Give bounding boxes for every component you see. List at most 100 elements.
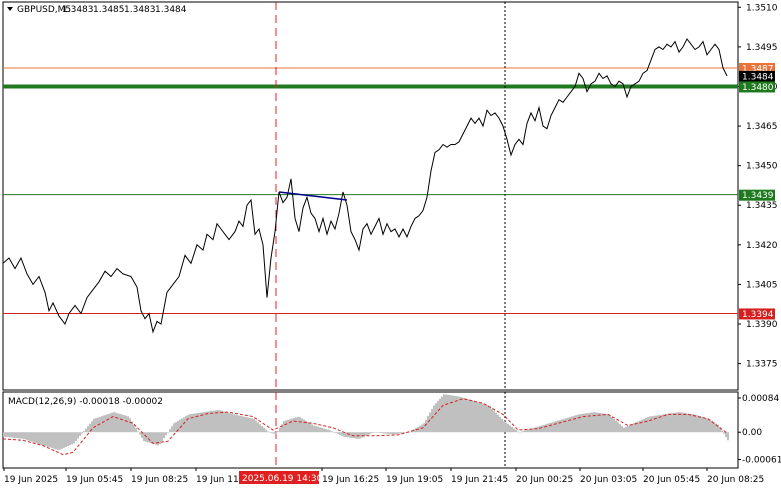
macd-bar bbox=[229, 413, 231, 433]
macd-bar bbox=[77, 432, 79, 439]
macd-bar bbox=[571, 416, 573, 433]
level-tag-1.3439 bbox=[739, 189, 775, 201]
macd-bar bbox=[9, 432, 11, 438]
macd-bar bbox=[459, 396, 461, 433]
macd-bar bbox=[613, 418, 615, 433]
macd-bar bbox=[419, 425, 421, 433]
macd-bar bbox=[281, 424, 283, 433]
macd-bar bbox=[59, 432, 61, 450]
level-tag-text-1.3484: 1.3484 bbox=[742, 72, 774, 82]
macd-bar bbox=[349, 432, 351, 438]
macd-bar bbox=[603, 413, 605, 433]
macd-bar bbox=[547, 423, 549, 433]
macd-bar bbox=[247, 417, 249, 433]
macd-bar bbox=[409, 431, 411, 433]
macd-bar bbox=[587, 413, 589, 433]
macd-bar bbox=[719, 427, 721, 433]
macd-bar bbox=[677, 412, 679, 433]
macd-bar bbox=[305, 420, 307, 433]
macd-bar bbox=[257, 422, 259, 433]
macd-bar bbox=[499, 416, 501, 433]
macd-bar bbox=[557, 420, 559, 433]
macd-bar bbox=[579, 414, 581, 433]
macd-bar bbox=[197, 413, 199, 433]
macd-bar bbox=[711, 420, 713, 433]
macd-bar bbox=[101, 416, 103, 433]
macd-bar bbox=[523, 430, 525, 433]
time-tick-label: 19 Jun 19:05 bbox=[386, 475, 443, 485]
macd-bar bbox=[609, 415, 611, 433]
macd-bar bbox=[445, 394, 447, 433]
macd-bar bbox=[435, 403, 437, 433]
macd-bar bbox=[273, 432, 275, 434]
macd-bar bbox=[451, 395, 453, 433]
macd-bar bbox=[463, 397, 465, 433]
macd-bar bbox=[541, 425, 543, 433]
macd-bar bbox=[199, 412, 201, 433]
macd-bar bbox=[699, 416, 701, 433]
macd-bar bbox=[109, 413, 111, 433]
macd-bar bbox=[475, 401, 477, 433]
macd-bar bbox=[519, 431, 521, 433]
macd-bar bbox=[663, 414, 665, 433]
macd-bar bbox=[167, 432, 169, 433]
macd-bar bbox=[25, 432, 27, 440]
macd-bar bbox=[491, 408, 493, 433]
macd-bar bbox=[317, 426, 319, 433]
macd-bar bbox=[501, 418, 503, 433]
macd-bar bbox=[17, 432, 19, 439]
level-tag-1.3484 bbox=[739, 70, 775, 82]
macd-bar bbox=[551, 422, 553, 433]
macd-bar bbox=[573, 415, 575, 433]
macd-bar bbox=[43, 432, 45, 446]
macd-bar bbox=[679, 412, 681, 433]
macd-bar bbox=[265, 429, 267, 433]
macd-bar bbox=[517, 431, 519, 433]
macd-bar bbox=[13, 432, 15, 438]
trendline[interactable] bbox=[278, 191, 348, 201]
macd-bar bbox=[163, 432, 165, 439]
macd-bar bbox=[211, 410, 213, 433]
time-axis: 19 Jun 2025 19 Jun 05:45 19 Jun 08:25 19 Ju… bbox=[3, 468, 764, 485]
macd-bar bbox=[215, 410, 217, 433]
macd-bar bbox=[483, 403, 485, 433]
time-tick-label: 19 Jun 16:25 bbox=[322, 475, 379, 485]
price-tick-label: 1.3435 bbox=[746, 201, 778, 211]
macd-bar bbox=[627, 425, 629, 433]
price-pane: 1.35101.34951.34801.34651.34501.34351.34… bbox=[2, 1, 778, 391]
macd-bar bbox=[585, 413, 587, 433]
macd-bar bbox=[67, 432, 69, 447]
macd-bar bbox=[71, 432, 73, 445]
macd-bar bbox=[659, 414, 661, 433]
macd-bar bbox=[73, 432, 75, 444]
macd-bar bbox=[347, 432, 349, 438]
macd-bar bbox=[303, 419, 305, 433]
macd-bar bbox=[427, 416, 429, 433]
macd-bar bbox=[401, 432, 403, 434]
macd-bar bbox=[337, 432, 339, 435]
macd-bar bbox=[223, 411, 225, 433]
macd-bar bbox=[235, 414, 237, 433]
macd-bar bbox=[49, 432, 51, 448]
macd-label: MACD(12,26,9) -0.00018 -0.00002 bbox=[8, 397, 163, 407]
cursor-time-tag bbox=[239, 471, 319, 484]
macd-bar bbox=[297, 416, 299, 433]
macd-bar bbox=[675, 412, 677, 433]
macd-bar bbox=[219, 410, 221, 433]
macd-bar bbox=[521, 431, 523, 433]
macd-bar bbox=[367, 432, 369, 435]
macd-bar bbox=[113, 412, 115, 433]
macd-bar bbox=[709, 419, 711, 433]
macd-bar bbox=[127, 416, 129, 433]
time-tick-label: 19 Jun 05:45 bbox=[66, 475, 123, 485]
macd-bar bbox=[225, 411, 227, 433]
macd-bar bbox=[575, 415, 577, 433]
macd-bar bbox=[487, 405, 489, 433]
macd-bar bbox=[561, 419, 563, 433]
macd-bar bbox=[665, 414, 667, 433]
macd-bar bbox=[625, 426, 627, 433]
dropdown-triangle-icon[interactable] bbox=[7, 7, 13, 11]
macd-bar bbox=[107, 414, 109, 433]
macd-bar bbox=[179, 419, 181, 433]
macd-bar bbox=[515, 430, 517, 433]
